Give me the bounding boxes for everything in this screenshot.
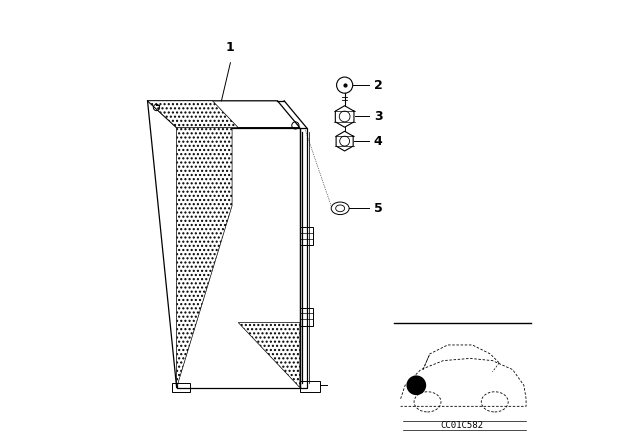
Text: 4: 4 — [374, 134, 383, 148]
Text: 2: 2 — [374, 78, 383, 92]
Circle shape — [406, 375, 426, 395]
Text: 1: 1 — [226, 41, 235, 54]
Text: CC01C582: CC01C582 — [441, 421, 484, 430]
Polygon shape — [148, 101, 238, 128]
Text: 3: 3 — [374, 110, 382, 123]
Polygon shape — [238, 323, 300, 388]
Text: 5: 5 — [374, 202, 383, 215]
Polygon shape — [177, 128, 232, 388]
